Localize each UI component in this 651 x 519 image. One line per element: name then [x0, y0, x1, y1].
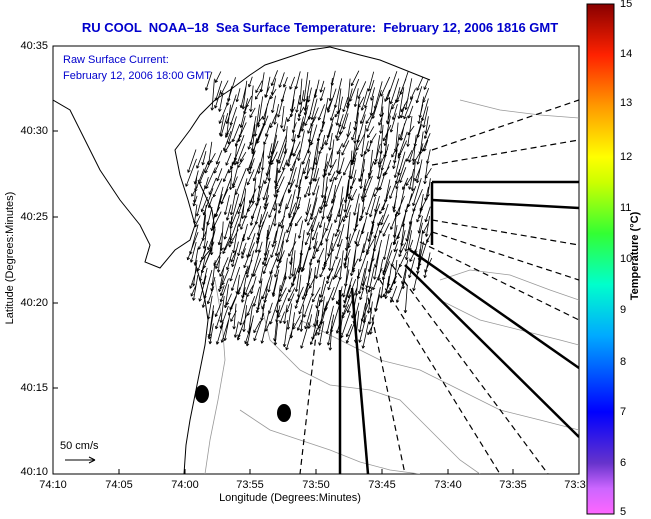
colorbar-tick: 12 [620, 151, 633, 163]
annotation-line1: Raw Surface Current: [63, 54, 169, 66]
current-vector-paths [185, 70, 433, 351]
y-tick-label: 40:35 [20, 40, 48, 52]
y-tick-label: 40:10 [20, 466, 48, 478]
colorbar-tick: 6 [620, 457, 627, 469]
x-tick-label: 74:05 [105, 479, 133, 491]
station-marker [277, 404, 291, 422]
y-tick-label: 40:15 [20, 382, 48, 394]
annotation-line2: February 12, 2006 18:00 GMT [63, 70, 211, 82]
x-tick-label: 73:40 [434, 479, 462, 491]
x-axis-title: Longitude (Degrees:Minutes) [219, 492, 361, 504]
bay-shore [329, 46, 431, 81]
x-tick-label: 73:3 [564, 479, 586, 491]
colorbar-tick: 14 [620, 48, 633, 60]
colorbar [586, 3, 615, 515]
current-vectors [185, 70, 433, 351]
x-tick-label: 73:35 [499, 479, 527, 491]
station-marker [195, 385, 209, 403]
depth-contour [299, 319, 579, 431]
radar-beams-dashed [299, 99, 579, 474]
colorbar-tick: 7 [620, 406, 627, 418]
depth-contour [439, 299, 579, 346]
coastline [53, 46, 331, 269]
depth-contour [459, 99, 579, 119]
y-tick-label: 40:20 [20, 297, 48, 309]
colorbar-tick: 10 [620, 253, 633, 265]
depth-contour [259, 299, 481, 474]
colorbar-tick: 13 [620, 97, 633, 109]
depth-contour [239, 409, 421, 474]
scale-label: 50 cm/s [60, 440, 99, 452]
colorbar-title: Temperature (°C) [629, 211, 641, 301]
colorbar-tick: 15 [620, 0, 633, 10]
colorbar-tick: 9 [620, 304, 627, 316]
y-axis-title: Latitude (Degrees:Minutes) [4, 191, 16, 325]
depth-contour [439, 269, 579, 301]
x-tick-label: 74:10 [39, 479, 67, 491]
chart-title: RU COOL NOAA–18 Sea Surface Temperature:… [81, 20, 559, 35]
colorbar-tick: 11 [620, 202, 632, 214]
x-tick-label: 74:00 [171, 479, 199, 491]
scale-arrow [65, 456, 96, 464]
colorbar-tick: 8 [620, 356, 627, 368]
colorbar-tick: 5 [620, 506, 627, 518]
x-tick-label: 73:45 [368, 479, 396, 491]
y-tick-label: 40:25 [20, 211, 48, 223]
x-tick-label: 73:55 [236, 479, 264, 491]
y-tick-label: 40:30 [20, 125, 48, 137]
axis-ticks [52, 45, 580, 475]
x-tick-label: 73:50 [302, 479, 330, 491]
